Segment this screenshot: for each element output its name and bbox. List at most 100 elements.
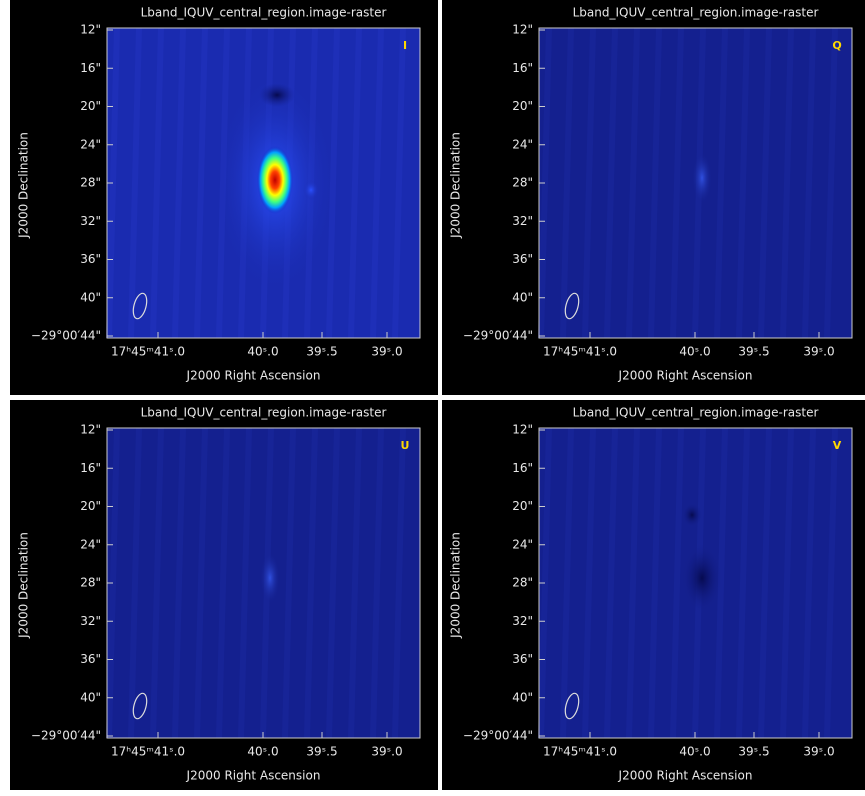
y-axis-label: J2000 Declination [449, 132, 463, 239]
beam [564, 292, 580, 320]
y-tick-label: 16" [512, 461, 533, 475]
x-tick-label: 39ˢ.0 [803, 345, 834, 359]
x-tick-label: 17ʰ45ᵐ41ˢ.0 [543, 345, 617, 359]
image-stripe [128, 427, 142, 739]
image-stripe [582, 27, 596, 339]
image-stripe [326, 427, 340, 739]
y-tick-label: 16" [512, 61, 533, 75]
image-stripe [282, 427, 296, 739]
image-stripe [802, 27, 816, 339]
image-stripe [172, 427, 186, 739]
x-tick-label: 40ˢ.0 [679, 745, 710, 759]
image-stripe [824, 427, 838, 739]
image-stripe [392, 427, 406, 739]
beam [564, 692, 580, 720]
y-tick-label: 40" [512, 690, 533, 704]
source-faint [692, 152, 712, 204]
x-tick-label: 39ˢ.0 [371, 345, 402, 359]
y-tick-label: 36" [512, 652, 533, 666]
y-tick-label: −29°00′44" [31, 329, 101, 343]
image-stripe [736, 27, 750, 339]
x-tick-label: 40ˢ.0 [247, 345, 278, 359]
x-tick-label: 39ˢ.5 [306, 345, 337, 359]
image-stripe [392, 27, 406, 339]
y-tick-label: 36" [512, 252, 533, 266]
y-tick-label: 28" [80, 176, 101, 190]
image-stripe [758, 427, 772, 739]
image-stripe [560, 27, 574, 339]
image-stripe [780, 27, 794, 339]
image-stripe [714, 27, 728, 339]
x-tick-label: 39ˢ.0 [803, 745, 834, 759]
y-axis-label: J2000 Declination [17, 532, 31, 639]
panel: Lband_IQUV_central_region.image-raster V 1… [442, 400, 865, 790]
y-tick-label: 20" [80, 499, 101, 513]
image-stripe [194, 27, 208, 339]
x-tick-label: 17ʰ45ᵐ41ˢ.0 [111, 745, 185, 759]
y-tick-label: 24" [80, 137, 101, 151]
y-tick-label: 40" [512, 290, 533, 304]
source-dark [259, 83, 295, 107]
image-stripe [216, 427, 230, 739]
y-tick-label: 12" [80, 23, 101, 37]
panel-title: Lband_IQUV_central_region.image-raster [141, 406, 387, 420]
image-stripe [370, 27, 384, 339]
image-stripe [194, 427, 208, 739]
image-stripe [670, 27, 684, 339]
x-axis-label: J2000 Right Ascension [618, 369, 753, 383]
image-stripe [648, 27, 662, 339]
x-axis-label: J2000 Right Ascension [186, 769, 321, 783]
image-stripe [172, 27, 186, 339]
stokes-label: I [403, 39, 407, 52]
y-tick-label: 32" [80, 614, 101, 628]
beam [132, 692, 148, 720]
panel-title: Lband_IQUV_central_region.image-raster [573, 406, 819, 420]
image-stripe [824, 27, 838, 339]
panel: Lband_IQUV_central_region.image-raster Q 1… [442, 0, 865, 395]
image-stripe [670, 427, 684, 739]
y-tick-label: 28" [80, 576, 101, 590]
y-axis-label: J2000 Declination [17, 132, 31, 239]
y-tick-label: −29°00′44" [31, 729, 101, 743]
y-tick-label: 20" [512, 499, 533, 513]
y-tick-label: 28" [512, 176, 533, 190]
y-tick-label: 20" [80, 99, 101, 113]
source-dark [682, 503, 702, 527]
image-stripe [626, 427, 640, 739]
image-stripe [370, 427, 384, 739]
y-tick-label: 12" [80, 423, 101, 437]
y-tick-label: −29°00′44" [463, 329, 533, 343]
image-stripe [604, 427, 618, 739]
y-tick-label: 16" [80, 461, 101, 475]
y-tick-label: 16" [80, 61, 101, 75]
image-stripe [648, 427, 662, 739]
y-tick-label: 24" [512, 537, 533, 551]
panel-title: Lband_IQUV_central_region.image-raster [573, 6, 819, 20]
y-tick-label: 24" [512, 137, 533, 151]
image-stripe [560, 427, 574, 739]
image-stripe [150, 427, 164, 739]
image-stripe [736, 427, 750, 739]
image-stripe [626, 27, 640, 339]
y-tick-label: −29°00′44" [463, 729, 533, 743]
stokes-label: V [833, 439, 842, 452]
x-tick-label: 39ˢ.5 [738, 745, 769, 759]
x-tick-label: 17ʰ45ᵐ41ˢ.0 [543, 745, 617, 759]
panel-title: Lband_IQUV_central_region.image-raster [141, 6, 387, 20]
y-tick-label: 40" [80, 290, 101, 304]
image-stripe [802, 427, 816, 739]
source [257, 146, 293, 214]
panel: Lband_IQUV_central_region.image-raster I 1… [10, 0, 438, 395]
stokes-label: U [401, 439, 410, 452]
y-tick-label: 36" [80, 652, 101, 666]
y-tick-label: 32" [512, 214, 533, 228]
y-axis-label: J2000 Declination [449, 532, 463, 639]
image-stripe [348, 27, 362, 339]
x-axis-label: J2000 Right Ascension [618, 769, 753, 783]
beam [132, 292, 148, 320]
x-tick-label: 39ˢ.5 [738, 345, 769, 359]
image-stripe [238, 427, 252, 739]
image-stripe [758, 27, 772, 339]
image-stripe [128, 27, 142, 339]
